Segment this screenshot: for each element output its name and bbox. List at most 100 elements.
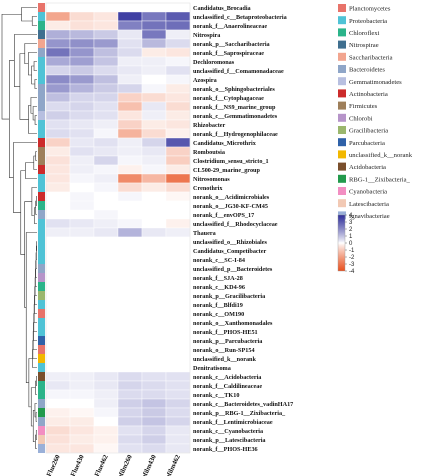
legend-label: Cyanobacteria — [349, 189, 387, 196]
heatmap-cell — [117, 164, 143, 175]
legend-swatch — [338, 138, 346, 147]
heatmap-cell — [69, 380, 95, 391]
heatmap-cell — [93, 137, 119, 148]
phylum-strip-cell — [38, 282, 45, 291]
heatmap-cell — [117, 119, 143, 130]
heatmap-cells — [45, 2, 191, 454]
phylum-legend: Planctomycetes Proteobacteria Chloroflexi N… — [338, 4, 413, 220]
heatmap-cell — [93, 38, 119, 49]
colorbar-tick-label: 1 — [349, 234, 353, 240]
heatmap-cell — [45, 92, 71, 103]
heatmap-cell — [69, 263, 95, 274]
heatmap-cell — [165, 317, 191, 328]
phylum-strip-cell — [38, 66, 45, 75]
dendrogram-branch — [35, 260, 37, 278]
heatmap-cell — [165, 308, 191, 319]
dendrogram-branch — [24, 43, 37, 65]
heatmap-cell — [93, 182, 119, 193]
heatmap-cell — [117, 191, 143, 202]
legend-swatch — [338, 77, 346, 86]
heatmap-cell — [141, 65, 167, 76]
dendrogram-branch — [34, 403, 37, 418]
row-label: norank_c__Acidobacteria — [193, 374, 261, 381]
legend-swatch — [338, 162, 346, 171]
heatmap-cell — [141, 407, 167, 418]
heatmap-cell — [117, 290, 143, 301]
phylum-strip-cell — [38, 300, 45, 309]
phylum-color-strip — [38, 3, 45, 453]
heatmap-cell — [165, 335, 191, 346]
heatmap-cell — [93, 11, 119, 22]
heatmap-cell — [141, 101, 167, 112]
heatmap-cell — [69, 92, 95, 103]
heatmap-cell — [165, 416, 191, 427]
legend-label: Chloroflexi — [349, 30, 380, 37]
phylum-strip-cell — [38, 3, 45, 12]
heatmap-cell — [141, 11, 167, 22]
heatmap-cell — [93, 146, 119, 157]
heatmap-cell — [141, 128, 167, 139]
row-labels: Candidatus_Brocadia unclassified_c__Betap… — [193, 5, 293, 453]
heatmap-cell — [69, 11, 95, 22]
heatmap-cell — [45, 146, 71, 157]
dendrogram-branch — [35, 412, 37, 422]
legend-swatch — [338, 187, 346, 195]
phylum-strip-cell — [38, 390, 45, 399]
heatmap-cell — [165, 263, 191, 274]
heatmap-cell — [45, 47, 71, 58]
heatmap-cell — [93, 191, 119, 202]
column-label: Flue462 — [94, 453, 110, 476]
heatmap-cell — [141, 281, 167, 292]
row-label: Dechloromonas — [193, 59, 235, 66]
colorbar-tick-label: 0 — [349, 241, 353, 247]
row-label: Nitrospira — [193, 32, 220, 39]
heatmap-cell — [93, 263, 119, 274]
row-label: norank_f__Caldilineaceae — [193, 383, 262, 390]
heatmap-cell — [93, 434, 119, 445]
legend-swatch — [338, 101, 346, 110]
heatmap-cell — [45, 290, 71, 301]
colorbar-tick-label: 3 — [349, 220, 353, 226]
heatmap-cell — [93, 335, 119, 346]
heatmap-cell — [117, 110, 143, 121]
heatmap-cell — [117, 317, 143, 328]
heatmap-cell — [117, 38, 143, 49]
heatmap-cell — [93, 173, 119, 184]
row-label: norank_p__Gracilibacteria — [193, 293, 265, 300]
heatmap-cell — [93, 308, 119, 319]
heatmap-cell — [45, 155, 71, 166]
row-label: Candidatus_Competibacter — [193, 248, 266, 255]
legend-swatch — [338, 4, 346, 12]
heatmap-cell — [117, 137, 143, 148]
phylum-strip-cell — [38, 318, 45, 327]
heatmap-cell — [93, 371, 119, 382]
heatmap-cell — [117, 47, 143, 58]
heatmap-cell — [69, 155, 95, 166]
heatmap-cell — [45, 443, 71, 454]
row-label: norank_f__envOPS_17 — [193, 212, 254, 219]
dendrogram-branch — [34, 79, 37, 89]
heatmap-cell — [165, 290, 191, 301]
phylum-strip-cell — [38, 255, 45, 264]
phylum-strip-cell — [38, 435, 45, 444]
legend-swatch — [338, 126, 346, 134]
row-label: Thauera — [193, 230, 216, 237]
heatmap-cell — [45, 317, 71, 328]
heatmap-cell — [69, 389, 95, 400]
legend-swatch — [338, 89, 346, 98]
row-label: Denitratisoma — [193, 365, 231, 372]
dendrogram-branch — [36, 245, 37, 260]
heatmap-cell — [93, 245, 119, 256]
heatmap-cell — [93, 92, 119, 103]
heatmap-cell — [141, 236, 167, 247]
row-label: unclassified_p__Bacteroidetes — [193, 266, 273, 273]
heatmap-cell — [93, 290, 119, 301]
heatmap-cell — [117, 371, 143, 382]
phylum-strip-cell — [38, 165, 45, 174]
row-label: norank_o__Acidimicrobiales — [193, 194, 270, 201]
heatmap-cell — [165, 38, 191, 49]
heatmap-cell — [69, 164, 95, 175]
heatmap-cell — [117, 200, 143, 211]
heatmap-cell — [45, 218, 71, 229]
phylum-strip-cell — [38, 246, 45, 255]
